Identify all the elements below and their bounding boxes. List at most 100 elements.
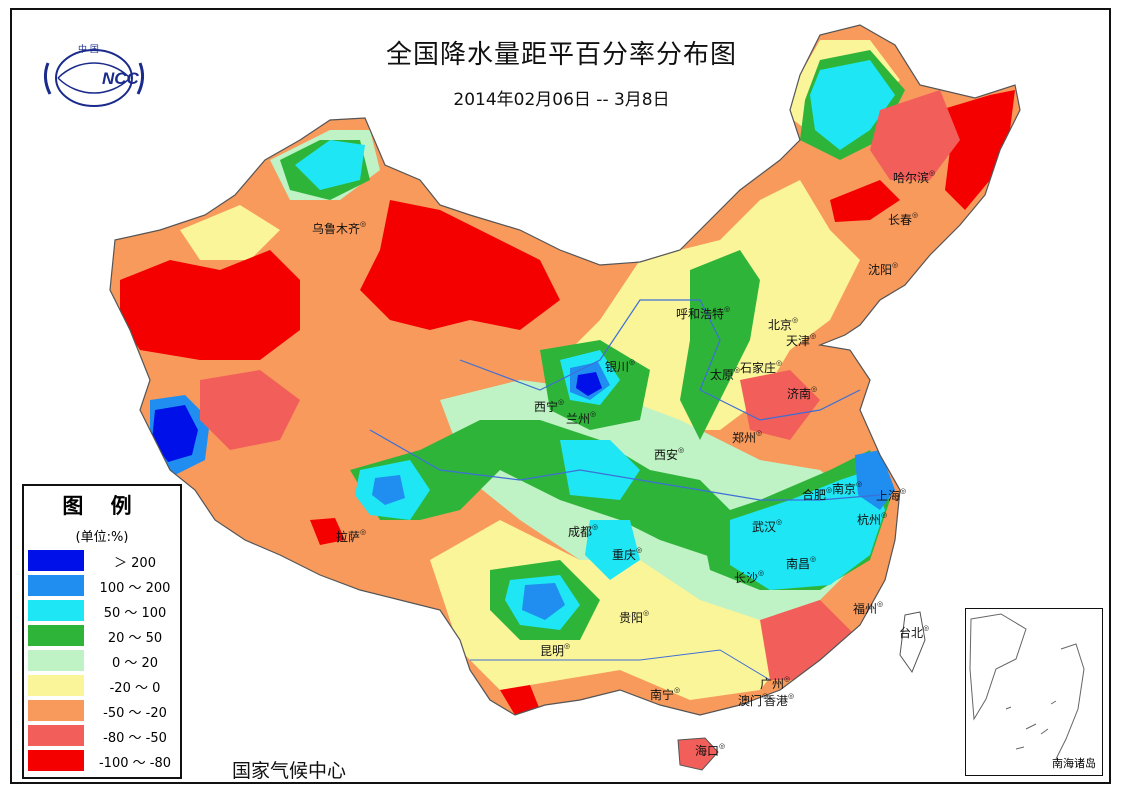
city-hongkong: 香港◎ bbox=[764, 692, 795, 708]
city-macao: 澳门◎ bbox=[738, 692, 769, 708]
city-marker-icon: ◎ bbox=[629, 358, 636, 366]
city-marker-icon: ◎ bbox=[590, 410, 597, 418]
city-marker-icon: ◎ bbox=[776, 359, 783, 367]
city-taipei: 台北◎ bbox=[899, 624, 930, 640]
city-hefei: 合肥◎ bbox=[802, 486, 833, 502]
legend-range: 100 ～ 200 bbox=[99, 581, 171, 596]
date-range: 2014年02月06日 -- 3月8日 bbox=[453, 90, 670, 110]
south-china-sea-inset: 南海诸岛 bbox=[965, 608, 1103, 776]
city-marker-icon: ◎ bbox=[776, 518, 783, 526]
legend-swatch bbox=[28, 575, 84, 596]
city-nanchang: 南昌◎ bbox=[786, 555, 817, 571]
city-marker-icon: ◎ bbox=[788, 692, 795, 700]
city-marker-icon: ◎ bbox=[360, 528, 367, 536]
city-marker-icon: ◎ bbox=[360, 220, 367, 228]
city-marker-icon: ◎ bbox=[758, 569, 765, 577]
legend-swatch bbox=[28, 725, 84, 746]
city-marker-icon: ◎ bbox=[810, 332, 817, 340]
city-haikou: 海口◎ bbox=[695, 742, 726, 758]
city-marker-icon: ◎ bbox=[792, 316, 799, 324]
city-chongqing: 重庆◎ bbox=[612, 546, 643, 562]
legend-item: 100 ～ 200 bbox=[28, 575, 178, 597]
city-hohhot: 呼和浩特◎ bbox=[676, 305, 731, 321]
page-title: 全国降水量距平百分率分布图 bbox=[385, 40, 737, 70]
city-marker-icon: ◎ bbox=[929, 169, 936, 177]
legend-item: ＞ 200 bbox=[28, 550, 178, 572]
svg-text:中 国: 中 国 bbox=[78, 43, 99, 55]
city-marker-icon: ◎ bbox=[810, 555, 817, 563]
city-marker-icon: ◎ bbox=[923, 624, 930, 632]
inset-label: 南海诸岛 bbox=[1052, 757, 1096, 770]
legend-title: 图 例 bbox=[62, 494, 142, 518]
city-marker-icon: ◎ bbox=[811, 385, 818, 393]
city-shijiazhuang: 石家庄◎ bbox=[740, 359, 783, 375]
legend-range: -100 ～ -80 bbox=[98, 756, 171, 771]
city-marker-icon: ◎ bbox=[564, 642, 571, 650]
city-changsha: 长沙◎ bbox=[734, 569, 765, 585]
city-taiyuan: 太原◎ bbox=[710, 366, 741, 382]
city-lanzhou: 兰州◎ bbox=[566, 410, 597, 426]
city-changchun: 长春◎ bbox=[888, 211, 919, 227]
legend-swatch bbox=[28, 600, 84, 621]
city-marker-icon: ◎ bbox=[719, 742, 726, 750]
city-hangzhou: 杭州◎ bbox=[857, 511, 888, 527]
svg-text:NCC: NCC bbox=[102, 69, 140, 88]
hainan-island bbox=[677, 737, 719, 771]
taiwan-island bbox=[899, 611, 926, 674]
city-marker-icon: ◎ bbox=[856, 480, 863, 488]
city-harbin: 哈尔滨◎ bbox=[893, 169, 936, 185]
city-marker-icon: ◎ bbox=[678, 446, 685, 454]
legend-item: -100 ～ -80 bbox=[28, 750, 178, 772]
legend-box: 图 例 (单位:%) ＞ 200 100 ～ 200 50 ～ 100 20 ～… bbox=[22, 484, 182, 779]
city-nanjing: 南京◎ bbox=[832, 480, 863, 496]
legend-item: -20 ～ 0 bbox=[28, 675, 178, 697]
legend-swatch bbox=[28, 650, 84, 671]
city-yinchuan: 银川◎ bbox=[605, 358, 636, 374]
city-jinan: 济南◎ bbox=[787, 385, 818, 401]
city-marker-icon: ◎ bbox=[724, 305, 731, 313]
city-marker-icon: ◎ bbox=[912, 211, 919, 219]
legend-item: 50 ～ 100 bbox=[28, 600, 178, 622]
legend-range: 20 ～ 50 bbox=[107, 631, 163, 646]
agency-name: 国家气候中心 bbox=[232, 760, 347, 782]
city-marker-icon: ◎ bbox=[881, 511, 888, 519]
legend-swatch bbox=[28, 625, 84, 646]
city-nanning: 南宁◎ bbox=[650, 686, 681, 702]
city-marker-icon: ◎ bbox=[784, 675, 791, 683]
legend-swatch bbox=[28, 750, 84, 771]
legend-item: 0 ～ 20 bbox=[28, 650, 178, 672]
city-marker-icon: ◎ bbox=[762, 692, 769, 700]
city-marker-icon: ◎ bbox=[900, 487, 907, 495]
city-guiyang: 贵阳◎ bbox=[619, 609, 650, 625]
legend-swatch bbox=[28, 675, 84, 696]
city-zhengzhou: 郑州◎ bbox=[732, 429, 763, 445]
city-marker-icon: ◎ bbox=[892, 261, 899, 269]
city-lhasa: 拉萨◎ bbox=[336, 528, 367, 544]
city-marker-icon: ◎ bbox=[877, 600, 884, 608]
legend-range: -50 ～ -20 bbox=[103, 706, 167, 721]
legend-swatch bbox=[28, 700, 84, 721]
city-marker-icon: ◎ bbox=[756, 429, 763, 437]
legend-item: -80 ～ -50 bbox=[28, 725, 178, 747]
city-marker-icon: ◎ bbox=[592, 523, 599, 531]
city-xian: 西安◎ bbox=[654, 446, 685, 462]
city-shanghai: 上海◎ bbox=[876, 487, 907, 503]
city-beijing: 北京◎ bbox=[768, 316, 799, 332]
city-tianjin: 天津◎ bbox=[786, 332, 817, 348]
city-guangzhou: 广州◎ bbox=[760, 675, 791, 691]
city-marker-icon: ◎ bbox=[734, 366, 741, 374]
legend-range: 0 ～ 20 bbox=[111, 656, 159, 671]
legend-item: -50 ～ -20 bbox=[28, 700, 178, 722]
city-fuzhou: 福州◎ bbox=[853, 600, 884, 616]
city-kunming: 昆明◎ bbox=[540, 642, 571, 658]
city-xining: 西宁◎ bbox=[534, 398, 565, 414]
legend-swatch bbox=[28, 550, 84, 571]
city-marker-icon: ◎ bbox=[674, 686, 681, 694]
city-marker-icon: ◎ bbox=[636, 546, 643, 554]
city-chengdu: 成都◎ bbox=[568, 523, 599, 539]
legend-range: -80 ～ -50 bbox=[103, 731, 167, 746]
legend-range: 50 ～ 100 bbox=[103, 606, 167, 621]
city-shenyang: 沈阳◎ bbox=[868, 261, 899, 277]
city-marker-icon: ◎ bbox=[643, 609, 650, 617]
city-wuhan: 武汉◎ bbox=[752, 518, 783, 534]
